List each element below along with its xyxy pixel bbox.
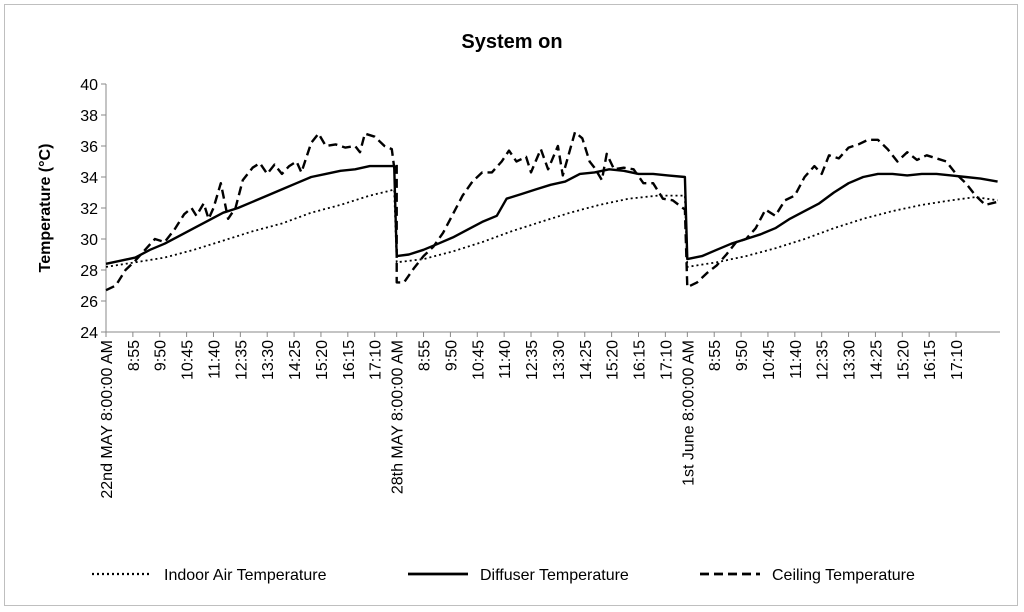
x-tick-label: 15:20 <box>314 340 331 380</box>
y-tick-label: 30 <box>80 232 98 249</box>
x-tick-label: 16:15 <box>922 340 939 380</box>
x-tick-label: 11:40 <box>497 340 514 379</box>
x-tick-label: 8:55 <box>126 340 143 371</box>
x-tick-label: 8:55 <box>417 340 434 371</box>
x-tick-label: 22nd MAY 8:00:00 AM <box>99 340 116 499</box>
y-tick-label: 26 <box>80 294 98 311</box>
y-tick-label: 40 <box>80 77 98 94</box>
x-tick-label: 14:25 <box>287 340 304 380</box>
x-tick-label: 12:35 <box>524 340 541 380</box>
x-tick-label: 10:45 <box>761 340 778 380</box>
y-tick-label: 24 <box>80 325 98 342</box>
x-tick-label: 17:10 <box>368 340 385 380</box>
chart-title: System on <box>461 31 562 53</box>
x-tick-label: 14:25 <box>578 340 595 380</box>
x-tick-label: 15:20 <box>895 340 912 380</box>
series-line-ceiling-temperature <box>105 130 998 292</box>
x-tick-label: 10:45 <box>470 340 487 380</box>
y-tick-label: 32 <box>80 201 98 218</box>
y-tick-label: 34 <box>80 170 98 187</box>
x-tick-label: 15:20 <box>605 340 622 380</box>
x-tick-label: 17:10 <box>949 340 966 380</box>
x-tick-label: 8:55 <box>707 340 724 371</box>
x-tick-label: 28th MAY 8:00:00 AM <box>390 340 407 494</box>
legend-label: Diffuser Temperature <box>480 567 629 584</box>
x-ticks: 22nd MAY 8:00:00 AM 8:55 9:50 10:45 11:40 12:… <box>99 332 966 499</box>
legend-label: Indoor Air Temperature <box>164 567 327 584</box>
y-tick-label: 28 <box>80 263 98 280</box>
x-tick-label: 1st June 8:00:00 AM <box>680 340 697 486</box>
x-tick-label: 17:10 <box>658 340 675 380</box>
y-axis-label: Temperature (°C) <box>37 144 54 273</box>
x-tick-label: 13:30 <box>842 340 859 380</box>
x-tick-label: 12:35 <box>233 340 250 380</box>
x-tick-label: 16:15 <box>341 340 358 380</box>
x-tick-label: 14:25 <box>868 340 885 380</box>
series-group <box>105 130 998 292</box>
x-tick-label: 9:50 <box>443 340 460 371</box>
legend: Indoor Air Temperature Diffuser Temperatu… <box>92 567 915 584</box>
x-tick-label: 12:35 <box>815 340 832 380</box>
x-tick-label: 9:50 <box>734 340 751 371</box>
series-line-indoor-air-temperature <box>105 188 998 268</box>
x-tick-label: 11:40 <box>206 340 223 379</box>
y-ticks: 24 26 28 30 32 34 36 38 40 <box>80 77 106 342</box>
x-tick-label: 13:30 <box>260 340 277 380</box>
series-line-diffuser-temperature <box>105 164 998 265</box>
x-tick-label: 11:40 <box>788 340 805 379</box>
chart-frame <box>4 4 1018 606</box>
x-tick-label: 9:50 <box>153 340 170 371</box>
x-tick-label: 10:45 <box>180 340 197 380</box>
legend-label: Ceiling Temperature <box>772 567 915 584</box>
y-tick-label: 36 <box>80 139 98 156</box>
y-tick-label: 38 <box>80 108 98 125</box>
x-tick-label: 16:15 <box>631 340 648 380</box>
x-tick-label: 13:30 <box>551 340 568 380</box>
